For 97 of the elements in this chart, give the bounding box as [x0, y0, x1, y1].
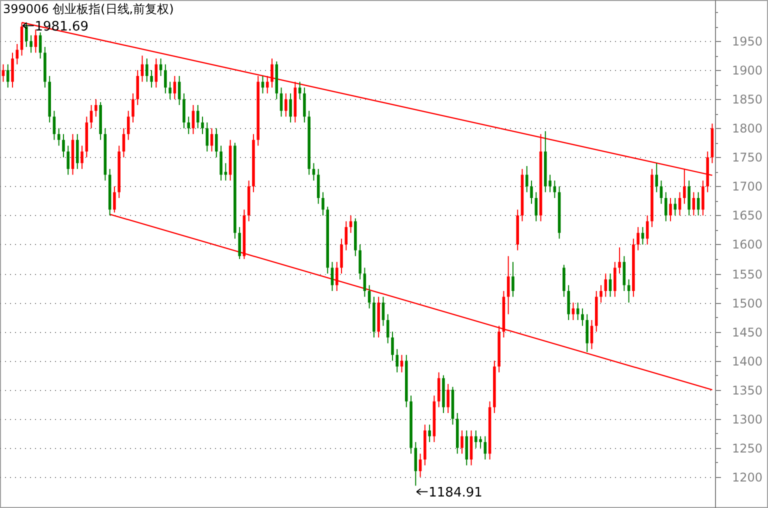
candlestick [270, 58, 274, 88]
y-tick-label: 1350 [732, 384, 763, 398]
candlestick [646, 214, 649, 245]
candlestick [289, 92, 292, 123]
candlestick [215, 128, 218, 158]
candlestick [206, 122, 209, 152]
candlestick [220, 145, 222, 182]
y-tick-label: 1700 [732, 180, 763, 194]
candlestick [349, 214, 352, 234]
candlestick [590, 320, 594, 350]
candlestick [6, 64, 10, 88]
candlestick [52, 110, 56, 140]
candlestick [303, 87, 306, 123]
candlestick [506, 256, 510, 315]
candlestick [340, 238, 343, 274]
candlestick [567, 284, 570, 321]
candlestick [113, 186, 116, 214]
y-tick-label: 1250 [732, 442, 763, 456]
candlestick [386, 314, 390, 344]
candlestick [168, 81, 172, 100]
candlestick [266, 75, 269, 94]
candlestick [136, 70, 140, 106]
candlestick [586, 314, 588, 352]
candlestick [80, 145, 84, 170]
candlestick [335, 261, 338, 292]
candlestick [688, 180, 690, 216]
candlestick [396, 348, 399, 373]
y-tick-label: 1650 [732, 208, 763, 222]
annotation: 1184.91 [428, 486, 482, 501]
candlestick [669, 198, 672, 222]
candlestick [76, 134, 79, 170]
candlestick [363, 267, 366, 298]
candlestick [126, 110, 130, 140]
y-tick-label: 1950 [732, 34, 763, 48]
candlestick [312, 162, 316, 182]
candlestick [437, 372, 440, 408]
candlestick [25, 23, 28, 48]
candlestick [330, 261, 334, 292]
candlestick [534, 192, 538, 222]
y-tick-label: 1200 [732, 470, 763, 484]
y-tick-label: 1450 [732, 326, 763, 340]
candlestick [30, 34, 32, 54]
candlestick [530, 180, 533, 204]
candlestick [150, 70, 153, 88]
y-tick-label: 1900 [732, 64, 763, 78]
candlestick [192, 104, 195, 135]
y-tick-label: 1550 [732, 268, 763, 282]
candlestick [581, 308, 584, 326]
candlestick [280, 87, 283, 118]
candlestick [122, 128, 126, 158]
y-tick-label: 1500 [732, 296, 763, 310]
candlestick [182, 92, 186, 129]
candlestick [201, 116, 204, 135]
candlestick [154, 58, 158, 88]
y-tick-label: 1850 [732, 92, 763, 106]
candlestick [618, 246, 621, 274]
candlestick [132, 92, 134, 123]
candlestick [512, 261, 514, 298]
candlestick [382, 296, 385, 326]
y-tick-label: 1800 [732, 122, 763, 136]
candlestick [164, 64, 167, 94]
candlestick [238, 226, 241, 260]
candlestick [66, 145, 70, 176]
candlestick [428, 424, 431, 443]
candlestick [94, 98, 98, 118]
candlestick [460, 430, 464, 454]
candlestick [600, 284, 602, 304]
candlestick [11, 52, 14, 88]
candlestick [655, 162, 658, 193]
candlestick [224, 162, 228, 182]
candlestick [664, 192, 668, 222]
candlestick [187, 116, 190, 135]
y-tick-label: 1750 [732, 150, 763, 164]
candlestick [614, 261, 616, 298]
candlestick [562, 264, 566, 298]
chart-title: 399006 创业板指(日线,前复权) [3, 2, 174, 16]
candlestick [196, 104, 200, 129]
y-tick-label: 1400 [732, 354, 763, 368]
candlestick [146, 58, 148, 82]
candlestick [344, 220, 348, 251]
candlestick [358, 244, 362, 280]
candlestick [62, 134, 65, 158]
candlestick [702, 180, 704, 216]
candlestick [298, 81, 302, 100]
y-tick-label: 1300 [732, 412, 763, 426]
candlestick [2, 64, 5, 82]
candlestick [636, 226, 640, 251]
candlestick [391, 331, 394, 362]
candlestick [57, 128, 60, 146]
candlestick [627, 278, 630, 304]
candlestick [322, 192, 324, 216]
candlestick [284, 92, 288, 118]
candlestick [465, 430, 468, 466]
candlestick [446, 383, 450, 414]
y-tick-label: 1600 [732, 238, 763, 252]
candlestick [525, 166, 528, 193]
candlestick [400, 354, 404, 373]
